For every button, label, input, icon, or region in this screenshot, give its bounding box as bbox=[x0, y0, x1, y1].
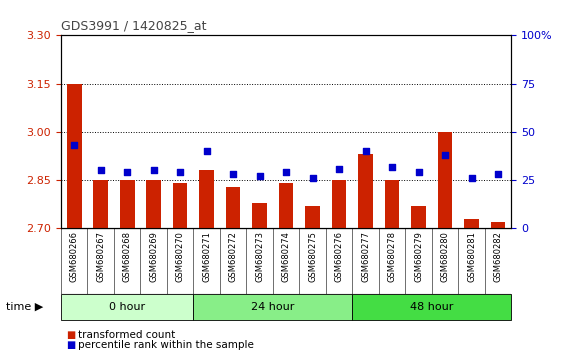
Point bbox=[70, 143, 79, 148]
Point bbox=[149, 167, 159, 173]
Text: GSM680276: GSM680276 bbox=[335, 231, 343, 282]
Point bbox=[493, 171, 503, 177]
Text: GSM680275: GSM680275 bbox=[308, 231, 317, 282]
Text: GSM680269: GSM680269 bbox=[149, 231, 158, 282]
Text: transformed count: transformed count bbox=[78, 330, 175, 339]
Point bbox=[175, 170, 185, 175]
Bar bbox=[358, 154, 373, 228]
Bar bbox=[279, 183, 293, 228]
Text: GSM680266: GSM680266 bbox=[70, 231, 79, 282]
Text: GSM680282: GSM680282 bbox=[493, 231, 503, 282]
Text: GSM680271: GSM680271 bbox=[202, 231, 211, 282]
Bar bbox=[385, 180, 399, 228]
Bar bbox=[411, 206, 426, 228]
Point bbox=[228, 171, 238, 177]
Point bbox=[123, 170, 132, 175]
Point bbox=[308, 175, 317, 181]
Point bbox=[255, 173, 264, 179]
Point bbox=[414, 170, 423, 175]
Bar bbox=[437, 132, 453, 228]
Text: GSM680279: GSM680279 bbox=[414, 231, 423, 282]
Bar bbox=[252, 202, 267, 228]
Text: GSM680268: GSM680268 bbox=[123, 231, 132, 282]
Bar bbox=[67, 84, 81, 228]
Text: GSM680270: GSM680270 bbox=[175, 231, 185, 282]
Bar bbox=[146, 180, 161, 228]
Point bbox=[440, 152, 450, 158]
Text: GSM680281: GSM680281 bbox=[467, 231, 476, 282]
Bar bbox=[226, 187, 241, 228]
Text: GSM680274: GSM680274 bbox=[282, 231, 290, 282]
Bar bbox=[120, 180, 135, 228]
Bar bbox=[173, 183, 188, 228]
Point bbox=[96, 167, 105, 173]
Bar bbox=[61, 294, 193, 320]
Text: GSM680273: GSM680273 bbox=[255, 231, 264, 282]
Text: percentile rank within the sample: percentile rank within the sample bbox=[78, 340, 254, 350]
Bar bbox=[94, 180, 108, 228]
Text: GSM680277: GSM680277 bbox=[361, 231, 370, 282]
Text: 0 hour: 0 hour bbox=[109, 302, 145, 312]
Text: ■: ■ bbox=[67, 330, 79, 339]
Text: time ▶: time ▶ bbox=[6, 302, 43, 312]
Bar bbox=[193, 294, 352, 320]
Point bbox=[361, 148, 370, 154]
Bar bbox=[332, 180, 346, 228]
Text: 24 hour: 24 hour bbox=[251, 302, 295, 312]
Text: GSM680280: GSM680280 bbox=[440, 231, 450, 282]
Text: 48 hour: 48 hour bbox=[410, 302, 454, 312]
Point bbox=[335, 166, 344, 171]
Bar bbox=[464, 219, 479, 228]
Bar bbox=[491, 222, 505, 228]
Point bbox=[202, 148, 211, 154]
Text: GSM680272: GSM680272 bbox=[229, 231, 238, 282]
Text: GSM680267: GSM680267 bbox=[96, 231, 105, 282]
Point bbox=[467, 175, 476, 181]
Text: ■: ■ bbox=[67, 340, 79, 350]
Text: GSM680278: GSM680278 bbox=[388, 231, 397, 282]
Bar bbox=[199, 170, 214, 228]
Point bbox=[282, 170, 291, 175]
Bar bbox=[306, 206, 320, 228]
Point bbox=[388, 164, 397, 170]
Bar bbox=[352, 294, 511, 320]
Text: GDS3991 / 1420825_at: GDS3991 / 1420825_at bbox=[61, 19, 206, 32]
